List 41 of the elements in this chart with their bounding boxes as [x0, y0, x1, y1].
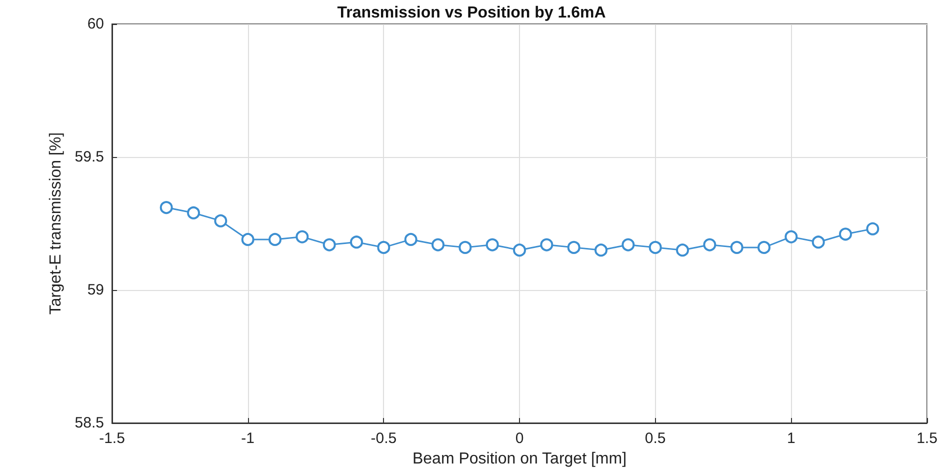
x-tick-label: -1.5: [99, 430, 125, 447]
point: [377, 240, 390, 254]
x-tick-label: 1: [786, 430, 796, 447]
point: [567, 240, 580, 254]
point: [350, 236, 363, 249]
point: [622, 238, 635, 252]
x-tick-label: -0.5: [370, 430, 397, 447]
point: [812, 236, 825, 249]
y-axis-title: Target-E transmission [%]: [47, 132, 64, 315]
point: [241, 232, 254, 246]
y-tick-label: 59: [87, 282, 104, 298]
point: [160, 201, 173, 214]
point: [730, 240, 744, 254]
point: [187, 206, 200, 220]
point: [322, 238, 336, 252]
point: [404, 232, 418, 246]
point: [214, 214, 228, 228]
point: [784, 230, 798, 244]
point: [676, 244, 689, 257]
y-tick-label: 58.5: [74, 414, 104, 432]
x-tick-label: 1.5: [916, 430, 938, 447]
point: [703, 238, 716, 252]
point: [648, 240, 662, 254]
point: [839, 228, 852, 241]
point: [513, 244, 526, 257]
x-tick-label: 0.5: [644, 430, 666, 447]
point: [540, 238, 554, 252]
point: [432, 238, 444, 252]
y-tick-label: 60: [87, 16, 104, 32]
y-tick-label: 59.5: [74, 148, 104, 166]
point: [296, 230, 309, 244]
point: [866, 222, 880, 236]
x-axis-title: Beam Position on Target [mm]: [412, 450, 627, 468]
point: [758, 240, 770, 254]
point: [458, 240, 472, 254]
x-tick-label: 0: [515, 430, 524, 447]
point: [486, 238, 499, 252]
point: [594, 244, 608, 257]
x-tick-label: -1: [241, 430, 255, 447]
chart-title: Transmission vs Position by 1.6mA: [337, 4, 606, 22]
point: [268, 232, 282, 246]
